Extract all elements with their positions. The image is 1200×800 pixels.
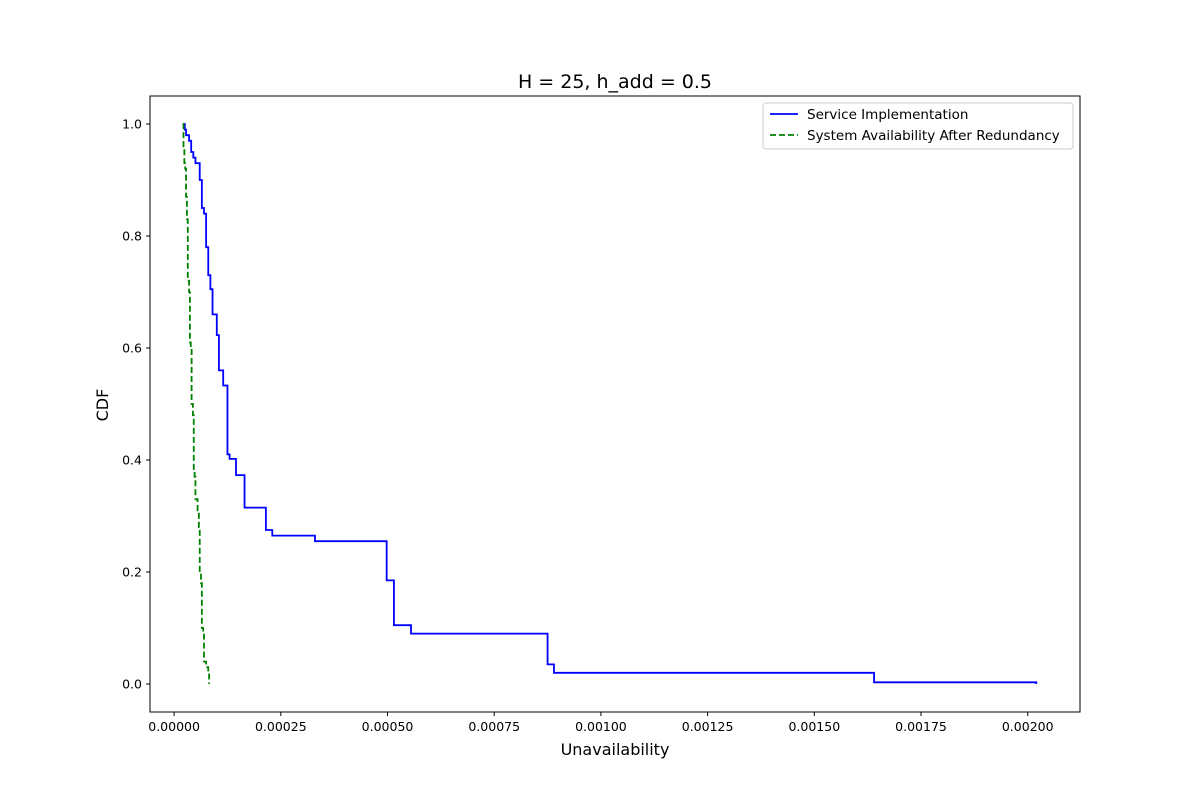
x-tick-label: 0.00075 <box>468 719 520 734</box>
y-tick-label: 0.4 <box>122 453 142 468</box>
y-tick-label: 1.0 <box>122 117 142 132</box>
series-line-1 <box>182 123 211 684</box>
chart-title: H = 25, h_add = 0.5 <box>518 71 712 93</box>
y-tick-label: 0.8 <box>122 229 142 244</box>
x-tick-label: 0.00050 <box>362 719 414 734</box>
x-tick-label: 0.00200 <box>1002 719 1054 734</box>
plot-area: 0.00000 0.00025 0.00050 0.00075 0.00100 0.001… <box>122 95 1081 734</box>
axes-frame <box>149 95 1081 713</box>
x-tick-label: 0.00100 <box>575 719 627 734</box>
series-line-0 <box>183 123 1038 684</box>
x-tick-label: 0.00150 <box>788 719 840 734</box>
x-tick-label: 0.00125 <box>682 719 734 734</box>
x-axis-label: Unavailability <box>561 740 670 759</box>
y-tick-label: 0.2 <box>122 565 142 580</box>
legend: Service Implementation System Availabili… <box>762 102 1074 150</box>
x-tick-label: 0.00175 <box>895 719 947 734</box>
y-tick-label: 0.0 <box>122 677 142 692</box>
x-tick-label: 0.00000 <box>148 719 200 734</box>
y-axis-label: CDF <box>93 389 112 422</box>
legend-label-service-implementation: Service Implementation <box>807 107 968 123</box>
y-tick-label: 0.6 <box>122 341 142 356</box>
legend-box <box>762 102 1074 150</box>
x-tick-label: 0.00025 <box>255 719 307 734</box>
legend-label-system-availability: System Availability After Redundancy <box>807 128 1060 144</box>
